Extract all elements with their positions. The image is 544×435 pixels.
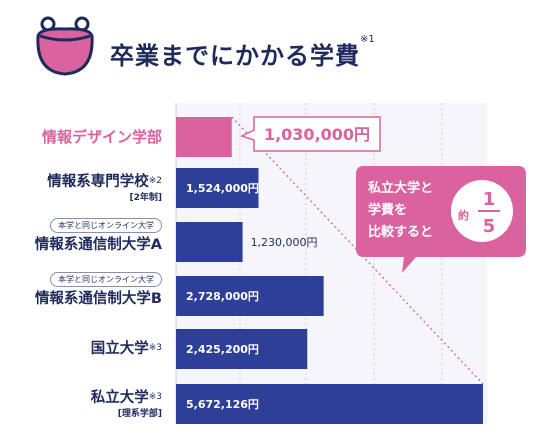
category-label-1: 情報系専門学校※2 [2年制]: [47, 173, 162, 204]
value-label-3: 2,728,000円: [186, 290, 259, 303]
category-label-text-0: 情報デザイン学部: [41, 128, 162, 146]
callout-fraction-numerator: 1: [483, 189, 496, 210]
value-label-4: 2,425,200円: [186, 343, 259, 356]
category-footnote-4: ※3: [148, 343, 162, 353]
category-sublabel-5: [理系学部]: [117, 409, 162, 419]
callout-line-1: 学費を: [368, 202, 407, 218]
category-footnote-5: ※3: [148, 392, 162, 402]
value-label-1: 1,524,000円: [186, 182, 259, 195]
category-tag-2: 本学と同じオンライン大学: [50, 218, 162, 233]
category-label-text-5: 私立大学: [90, 390, 149, 406]
page-title: 卒業までにかかる学費※1: [110, 34, 375, 70]
category-label-5: 私立大学※3 [理系学部]: [91, 389, 162, 420]
value-label-2: 1,230,000円: [251, 236, 318, 249]
callout-fraction-denominator: 5: [483, 216, 496, 237]
category-label-text-2: 情報系通信制大学A: [34, 237, 162, 253]
category-label-text-4: 国立大学: [90, 341, 149, 357]
category-sublabel-1: [2年制]: [129, 193, 163, 203]
value-label-0: 1,030,000円: [264, 125, 370, 144]
category-label-text-3: 情報系通信制大学B: [34, 291, 162, 307]
bar-2: [176, 222, 243, 262]
bar-3: [176, 276, 324, 316]
callout-line-0: 私立大学と: [368, 180, 433, 196]
highlight-value-box: [240, 116, 381, 152]
comparison-guide-line: [231, 116, 484, 385]
bar-0: [176, 117, 232, 157]
value-label-5: 5,672,126円: [186, 398, 259, 411]
callout-fraction-prefix: 約: [458, 208, 469, 222]
category-footnote-1: ※2: [148, 176, 162, 186]
bar-1: [176, 168, 259, 208]
category-label-0: 情報デザイン学部: [42, 128, 162, 146]
category-label-2: 情報系通信制大学A: [35, 236, 162, 254]
callout-line-2: 比較すると: [368, 224, 433, 240]
category-label-4: 国立大学※3: [91, 340, 162, 358]
category-label-text-1: 情報系専門学校: [47, 174, 149, 190]
category-tag-3: 本学と同じオンライン大学: [50, 272, 162, 287]
title-footnote: ※1: [360, 34, 375, 45]
bar-5: [176, 384, 483, 424]
bar-4: [176, 329, 308, 369]
coin-purse-icon: [36, 16, 94, 76]
category-label-3: 情報系通信制大学B: [35, 290, 162, 308]
